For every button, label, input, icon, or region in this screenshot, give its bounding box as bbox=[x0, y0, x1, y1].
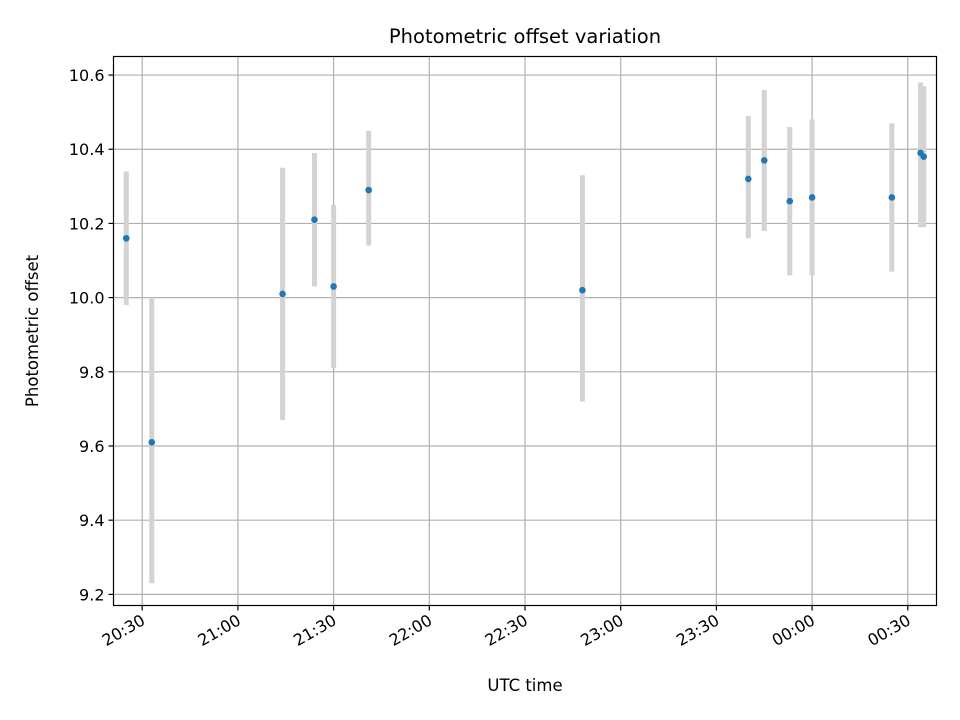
x-tick-label: 00:00 bbox=[769, 611, 818, 651]
x-tick-label: 21:30 bbox=[290, 611, 339, 651]
data-point bbox=[330, 283, 337, 290]
grid bbox=[113, 56, 937, 606]
y-tick-label: 9.6 bbox=[79, 437, 104, 456]
data-point bbox=[122, 234, 130, 242]
x-tick-label: 20:30 bbox=[99, 611, 148, 651]
y-axis-ticks: 9.2 9.4 9.6 9.8 10.0 10.2 10.4 10.6 bbox=[69, 66, 114, 604]
chart-title: Photometric offset variation bbox=[389, 25, 661, 48]
data-point bbox=[365, 186, 372, 194]
data-point bbox=[808, 194, 816, 201]
data-point bbox=[744, 175, 752, 183]
y-tick-label: 9.4 bbox=[79, 511, 104, 530]
y-tick-label: 9.2 bbox=[79, 585, 104, 604]
data-point bbox=[888, 194, 896, 201]
x-tick-label: 00:30 bbox=[864, 611, 913, 651]
x-tick-label: 22:30 bbox=[482, 611, 531, 651]
data-point bbox=[148, 438, 156, 446]
x-axis-label: UTC time bbox=[487, 676, 562, 695]
data-points bbox=[122, 149, 928, 446]
x-tick-label: 22:00 bbox=[386, 611, 435, 651]
data-point bbox=[786, 197, 794, 205]
y-axis-label: Photometric offset bbox=[23, 254, 42, 407]
y-tick-label: 10.4 bbox=[69, 140, 105, 159]
data-point bbox=[311, 216, 318, 224]
y-tick-label: 10.0 bbox=[69, 289, 105, 308]
x-axis-ticks: 20:30 21:00 21:30 22:00 22:30 23:00 23:30 00:00… bbox=[99, 605, 914, 651]
y-tick-label: 10.6 bbox=[69, 66, 105, 85]
data-point bbox=[279, 290, 286, 298]
data-point bbox=[920, 153, 928, 160]
data-point bbox=[579, 286, 586, 294]
y-tick-label: 9.8 bbox=[79, 363, 104, 382]
x-tick-label: 21:00 bbox=[194, 611, 243, 651]
y-tick-label: 10.2 bbox=[69, 214, 105, 233]
x-tick-label: 23:30 bbox=[673, 611, 722, 651]
data-point bbox=[760, 157, 768, 164]
x-tick-label: 23:00 bbox=[577, 611, 626, 651]
